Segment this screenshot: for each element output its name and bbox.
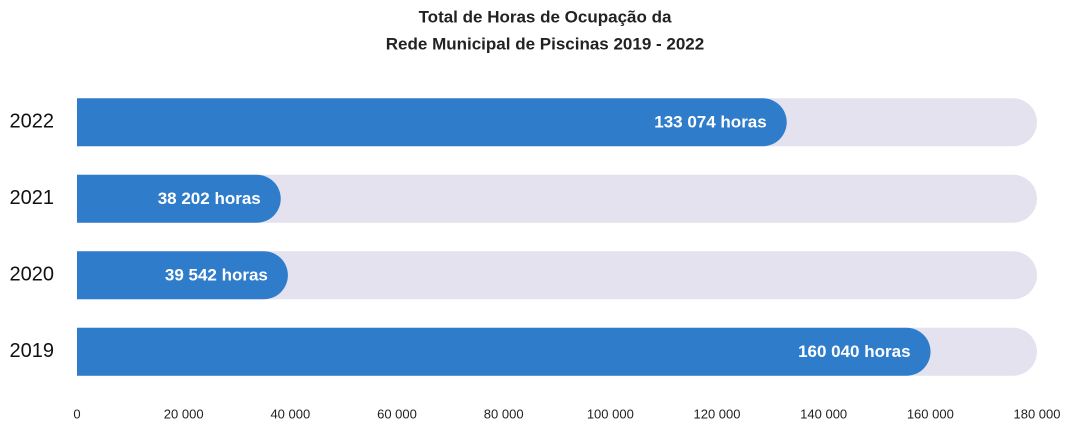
track xyxy=(77,174,1037,223)
chart-title: Total de Horas de Ocupação da xyxy=(419,7,672,26)
bar xyxy=(77,98,787,147)
value-label: 160 040 horas xyxy=(798,342,910,361)
x-tick-label: 140 000 xyxy=(800,406,847,421)
track xyxy=(77,251,1037,300)
y-tick-label: 2022 xyxy=(10,111,55,133)
x-tick-label: 0 xyxy=(73,406,80,421)
y-tick-label: 2020 xyxy=(10,264,55,286)
x-tick-label: 20 000 xyxy=(164,406,204,421)
value-label: 133 074 horas xyxy=(654,113,766,132)
value-label: 39 542 horas xyxy=(165,266,268,285)
y-tick-label: 2021 xyxy=(10,187,55,209)
x-tick-label: 160 000 xyxy=(907,406,954,421)
chart-title: Rede Municipal de Piscinas 2019 - 2022 xyxy=(386,34,704,53)
y-tick-label: 2019 xyxy=(10,340,55,362)
x-tick-label: 40 000 xyxy=(270,406,310,421)
bar xyxy=(77,327,931,376)
x-tick-label: 120 000 xyxy=(694,406,741,421)
value-label: 38 202 horas xyxy=(158,189,261,208)
x-tick-label: 80 000 xyxy=(484,406,524,421)
x-tick-label: 100 000 xyxy=(587,406,634,421)
bar xyxy=(77,251,288,300)
x-tick-label: 60 000 xyxy=(377,406,417,421)
bar xyxy=(77,174,281,223)
x-tick-label: 180 000 xyxy=(1014,406,1061,421)
